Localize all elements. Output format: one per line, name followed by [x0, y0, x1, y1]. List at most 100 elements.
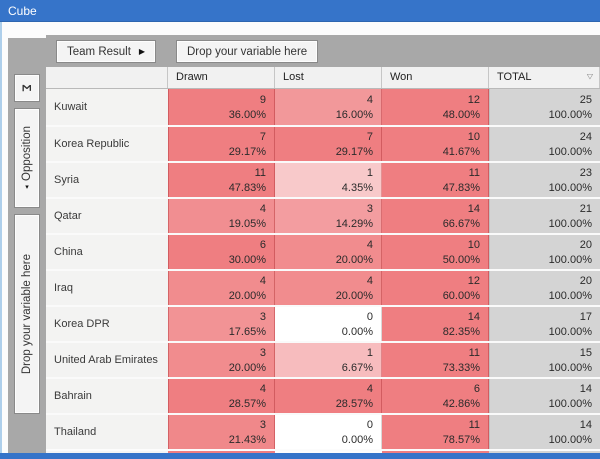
cell-count: 24 [579, 130, 592, 143]
cell-count: 11 [468, 418, 480, 431]
cell-count: 17 [579, 310, 592, 323]
column-header-total[interactable]: TOTAL ▽ [489, 67, 600, 88]
cell-count: 1 [366, 166, 373, 179]
cell-count: 1 [366, 346, 373, 359]
data-cell: 4 20.00% [168, 271, 275, 305]
row-label: Qatar [46, 199, 168, 233]
row-label: China [46, 235, 168, 269]
column-header-label: Won [390, 71, 413, 83]
cell-percent: 100.00% [548, 289, 592, 302]
cell-percent: 73.33% [442, 361, 480, 374]
row-label: Iraq [46, 271, 168, 305]
cell-percent: 20.00% [228, 289, 266, 302]
cell-percent: 100.00% [548, 217, 592, 230]
table-header-row: Drawn Lost Won TOTAL ▽ [46, 67, 600, 89]
table-row: Korea DPR 3 17.65% 0 0.00% 14 82.35% 17 100.00% [46, 305, 600, 341]
row-label: Bahrain [46, 379, 168, 413]
cell-count: 14 [579, 418, 592, 431]
row-drop-zone-button[interactable]: Drop your variable here [14, 214, 40, 414]
column-header-drawn[interactable]: Drawn [168, 67, 275, 88]
table-row: China 6 30.00% 4 20.00% 10 50.00% 20 100.00% [46, 233, 600, 269]
cell-count: 23 [579, 166, 592, 179]
table-row: Bahrain 4 28.57% 4 28.57% 6 42.86% 14 100.00% [46, 377, 600, 413]
clipped-next-row [46, 451, 600, 454]
cell-percent: 20.00% [335, 253, 373, 266]
cell-percent: 100.00% [548, 108, 592, 121]
row-label: Thailand [46, 415, 168, 449]
drop-zone-label: Drop your variable here [187, 45, 308, 58]
total-cell: 20 100.00% [489, 235, 600, 269]
cell-count: 14 [467, 310, 480, 323]
cell-count: 21 [579, 202, 592, 215]
cell-count: 4 [366, 238, 373, 251]
table-row: Qatar 4 19.05% 3 14.29% 14 66.67% 21 100.00% [46, 197, 600, 233]
data-cell: 4 19.05% [168, 199, 275, 233]
total-cell: 14 100.00% [489, 379, 600, 413]
row-drop-panel[interactable]: Σ Opposition ▾ Drop your variable here [8, 38, 46, 453]
column-drop-panel[interactable]: Team Result ▶ Drop your variable here [46, 35, 600, 67]
column-header-label: Lost [283, 71, 304, 83]
cell-percent: 100.00% [548, 181, 592, 194]
data-cell: 4 16.00% [275, 89, 382, 125]
row-label: Kuwait [46, 89, 168, 125]
field-button-team-result[interactable]: Team Result ▶ [56, 40, 157, 63]
cell-percent: 100.00% [548, 253, 592, 266]
cell-count: 3 [259, 346, 266, 359]
cell-count: 4 [366, 93, 373, 106]
cell-percent: 28.57% [335, 397, 373, 410]
data-cell: 0 0.00% [275, 415, 382, 449]
data-cell: 6 42.86% [382, 379, 489, 413]
cell-percent: 100.00% [548, 433, 592, 446]
expand-down-icon: ▾ [25, 183, 29, 191]
cell-percent: 41.67% [442, 145, 480, 158]
filter-icon[interactable]: ▽ [586, 72, 593, 81]
cell-count: 4 [259, 382, 266, 395]
sigma-button[interactable]: Σ [14, 74, 40, 102]
cell-percent: 100.00% [548, 325, 592, 338]
field-button-opposition[interactable]: Opposition ▾ [14, 108, 40, 208]
cell-count: 3 [259, 418, 266, 431]
cell-percent: 4.35% [341, 181, 373, 194]
cell-percent: 14.29% [335, 217, 373, 230]
cell-count: 3 [259, 310, 266, 323]
data-cell: 11 47.83% [168, 163, 275, 197]
cell-percent: 78.57% [442, 433, 480, 446]
data-cell: 12 48.00% [382, 89, 489, 125]
column-header-lost[interactable]: Lost [275, 67, 382, 88]
total-cell: 23 100.00% [489, 163, 600, 197]
total-cell: 15 100.00% [489, 343, 600, 377]
row-label: Korea DPR [46, 307, 168, 341]
cell-percent: 82.35% [442, 325, 480, 338]
data-cell: 11 78.57% [382, 415, 489, 449]
cell-count: 14 [579, 382, 592, 395]
data-cell: 4 20.00% [275, 271, 382, 305]
cell-percent: 36.00% [228, 108, 266, 121]
cell-count: 12 [467, 93, 480, 106]
cell-count: 25 [579, 93, 592, 106]
table-row: Iraq 4 20.00% 4 20.00% 12 60.00% 20 100.00% [46, 269, 600, 305]
cell-percent: 0.00% [341, 433, 373, 446]
data-cell: 10 50.00% [382, 235, 489, 269]
column-header-label: TOTAL [497, 71, 532, 83]
cell-percent: 16.00% [335, 108, 373, 121]
column-header-won[interactable]: Won [382, 67, 489, 88]
sigma-icon: Σ [19, 84, 34, 92]
corner-header-cell [46, 67, 168, 88]
cell-count: 3 [366, 202, 373, 215]
data-cell: 14 66.67% [382, 199, 489, 233]
pivot-table: Drawn Lost Won TOTAL ▽ Kuwait 9 36.00% 4 16.00% 1… [46, 67, 600, 454]
row-label: Syria [46, 163, 168, 197]
data-cell: 14 82.35% [382, 307, 489, 341]
cell-percent: 100.00% [548, 361, 592, 374]
field-button-label: Opposition [21, 126, 33, 181]
total-cell: 21 100.00% [489, 199, 600, 233]
column-drop-zone-button[interactable]: Drop your variable here [176, 40, 319, 63]
field-button-label: Team Result [67, 45, 131, 58]
row-label: United Arab Emirates [46, 343, 168, 377]
total-cell: 25 100.00% [489, 89, 600, 125]
window-title-bar: Cube [0, 0, 600, 22]
total-cell: 24 100.00% [489, 127, 600, 161]
cell-count: 4 [259, 274, 266, 287]
row-label: Korea Republic [46, 127, 168, 161]
expand-right-icon: ▶ [138, 47, 146, 56]
